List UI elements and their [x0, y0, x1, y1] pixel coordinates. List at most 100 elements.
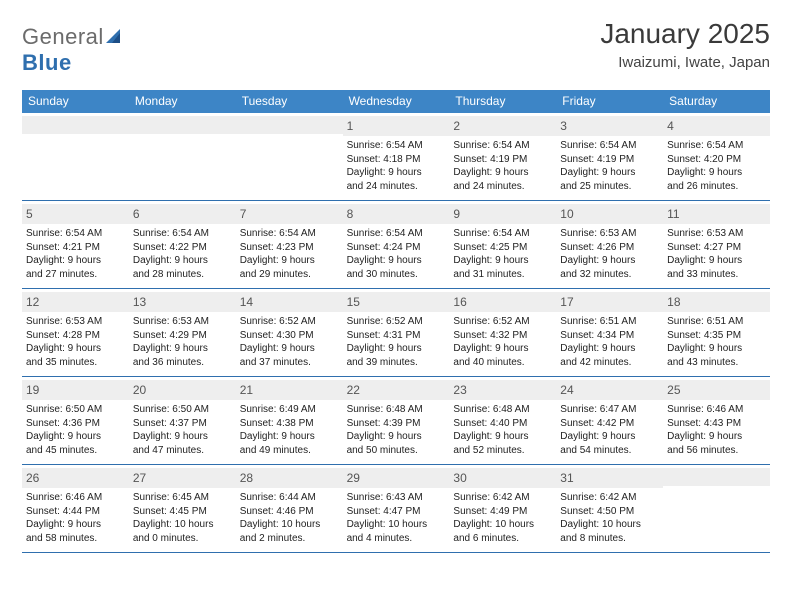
day-cell: 28Sunrise: 6:44 AMSunset: 4:46 PMDayligh… [236, 465, 343, 552]
day-number: 13 [129, 292, 236, 312]
detail-line: Sunset: 4:30 PM [240, 329, 339, 343]
detail-line: Sunrise: 6:52 AM [240, 315, 339, 329]
day-cell: 19Sunrise: 6:50 AMSunset: 4:36 PMDayligh… [22, 377, 129, 464]
detail-line: Daylight: 9 hours [560, 254, 659, 268]
detail-line: and 39 minutes. [347, 356, 446, 370]
day-cell: 29Sunrise: 6:43 AMSunset: 4:47 PMDayligh… [343, 465, 450, 552]
detail-line: Daylight: 9 hours [240, 254, 339, 268]
detail-line: Sunrise: 6:50 AM [133, 403, 232, 417]
detail-line: Sunset: 4:50 PM [560, 505, 659, 519]
day-number: 3 [556, 116, 663, 136]
day-number [236, 116, 343, 134]
detail-line: Sunset: 4:19 PM [560, 153, 659, 167]
day-cell: 21Sunrise: 6:49 AMSunset: 4:38 PMDayligh… [236, 377, 343, 464]
week-row: 1Sunrise: 6:54 AMSunset: 4:18 PMDaylight… [22, 113, 770, 201]
detail-line: Sunset: 4:34 PM [560, 329, 659, 343]
day-details: Sunrise: 6:51 AMSunset: 4:34 PMDaylight:… [560, 315, 659, 369]
detail-line: and 42 minutes. [560, 356, 659, 370]
detail-line: Daylight: 9 hours [667, 430, 766, 444]
day-number: 1 [343, 116, 450, 136]
day-cell: 10Sunrise: 6:53 AMSunset: 4:26 PMDayligh… [556, 201, 663, 288]
detail-line: Sunrise: 6:53 AM [560, 227, 659, 241]
week-row: 19Sunrise: 6:50 AMSunset: 4:36 PMDayligh… [22, 377, 770, 465]
detail-line: Sunrise: 6:54 AM [453, 227, 552, 241]
detail-line: Sunset: 4:35 PM [667, 329, 766, 343]
detail-line: Sunrise: 6:43 AM [347, 491, 446, 505]
detail-line: Daylight: 9 hours [26, 254, 125, 268]
day-number: 5 [22, 204, 129, 224]
day-number [129, 116, 236, 134]
detail-line: Sunrise: 6:54 AM [240, 227, 339, 241]
day-number: 29 [343, 468, 450, 488]
detail-line: Sunrise: 6:45 AM [133, 491, 232, 505]
detail-line: Sunset: 4:38 PM [240, 417, 339, 431]
empty-cell [236, 113, 343, 200]
detail-line: and 56 minutes. [667, 444, 766, 458]
day-number: 15 [343, 292, 450, 312]
detail-line: and 35 minutes. [26, 356, 125, 370]
day-number: 10 [556, 204, 663, 224]
detail-line: Daylight: 9 hours [26, 342, 125, 356]
day-cell: 16Sunrise: 6:52 AMSunset: 4:32 PMDayligh… [449, 289, 556, 376]
day-cell: 24Sunrise: 6:47 AMSunset: 4:42 PMDayligh… [556, 377, 663, 464]
detail-line: Sunrise: 6:54 AM [347, 227, 446, 241]
day-number: 27 [129, 468, 236, 488]
detail-line: Daylight: 9 hours [560, 166, 659, 180]
detail-line: Daylight: 9 hours [667, 342, 766, 356]
day-details: Sunrise: 6:45 AMSunset: 4:45 PMDaylight:… [133, 491, 232, 545]
detail-line: Sunrise: 6:54 AM [453, 139, 552, 153]
calendar-page: General Blue January 2025 Iwaizumi, Iwat… [0, 0, 792, 563]
detail-line: Sunrise: 6:54 AM [133, 227, 232, 241]
day-number: 7 [236, 204, 343, 224]
day-number: 31 [556, 468, 663, 488]
day-details: Sunrise: 6:53 AMSunset: 4:27 PMDaylight:… [667, 227, 766, 281]
detail-line: Daylight: 10 hours [453, 518, 552, 532]
detail-line: Sunset: 4:24 PM [347, 241, 446, 255]
detail-line: Sunset: 4:44 PM [26, 505, 125, 519]
detail-line: Sunrise: 6:54 AM [347, 139, 446, 153]
detail-line: Daylight: 9 hours [667, 166, 766, 180]
day-details: Sunrise: 6:50 AMSunset: 4:37 PMDaylight:… [133, 403, 232, 457]
day-details: Sunrise: 6:54 AMSunset: 4:21 PMDaylight:… [26, 227, 125, 281]
day-cell: 14Sunrise: 6:52 AMSunset: 4:30 PMDayligh… [236, 289, 343, 376]
day-details: Sunrise: 6:46 AMSunset: 4:43 PMDaylight:… [667, 403, 766, 457]
day-number: 2 [449, 116, 556, 136]
day-details: Sunrise: 6:52 AMSunset: 4:31 PMDaylight:… [347, 315, 446, 369]
detail-line: Daylight: 10 hours [133, 518, 232, 532]
day-details: Sunrise: 6:54 AMSunset: 4:19 PMDaylight:… [560, 139, 659, 193]
detail-line: Sunset: 4:18 PM [347, 153, 446, 167]
detail-line: Sunrise: 6:46 AM [26, 491, 125, 505]
empty-cell [22, 113, 129, 200]
day-details: Sunrise: 6:53 AMSunset: 4:29 PMDaylight:… [133, 315, 232, 369]
day-number [663, 468, 770, 486]
weeks-container: 1Sunrise: 6:54 AMSunset: 4:18 PMDaylight… [22, 113, 770, 553]
day-number [22, 116, 129, 134]
detail-line: Sunset: 4:32 PM [453, 329, 552, 343]
day-cell: 17Sunrise: 6:51 AMSunset: 4:34 PMDayligh… [556, 289, 663, 376]
detail-line: Sunset: 4:20 PM [667, 153, 766, 167]
page-title: January 2025 [600, 18, 770, 50]
day-cell: 20Sunrise: 6:50 AMSunset: 4:37 PMDayligh… [129, 377, 236, 464]
detail-line: Daylight: 10 hours [560, 518, 659, 532]
day-cell: 12Sunrise: 6:53 AMSunset: 4:28 PMDayligh… [22, 289, 129, 376]
header: General Blue January 2025 Iwaizumi, Iwat… [22, 18, 770, 76]
week-row: 12Sunrise: 6:53 AMSunset: 4:28 PMDayligh… [22, 289, 770, 377]
day-cell: 25Sunrise: 6:46 AMSunset: 4:43 PMDayligh… [663, 377, 770, 464]
weekday-monday: Monday [129, 90, 236, 113]
detail-line: Sunrise: 6:51 AM [560, 315, 659, 329]
day-number: 4 [663, 116, 770, 136]
detail-line: Daylight: 10 hours [240, 518, 339, 532]
detail-line: and 27 minutes. [26, 268, 125, 282]
detail-line: Sunset: 4:45 PM [133, 505, 232, 519]
day-number: 30 [449, 468, 556, 488]
brand-logo: General Blue [22, 18, 126, 76]
day-details: Sunrise: 6:42 AMSunset: 4:50 PMDaylight:… [560, 491, 659, 545]
detail-line: Daylight: 9 hours [240, 342, 339, 356]
day-number: 23 [449, 380, 556, 400]
day-number: 8 [343, 204, 450, 224]
day-details: Sunrise: 6:54 AMSunset: 4:24 PMDaylight:… [347, 227, 446, 281]
day-number: 9 [449, 204, 556, 224]
day-number: 26 [22, 468, 129, 488]
weekday-saturday: Saturday [663, 90, 770, 113]
detail-line: Sunset: 4:23 PM [240, 241, 339, 255]
